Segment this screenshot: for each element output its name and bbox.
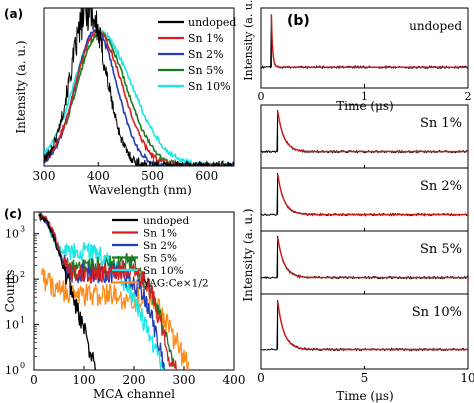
a-legend-label: undoped <box>188 16 236 29</box>
b-subpanel-label: undoped <box>409 19 462 33</box>
b-subpanel-label: Sn 2% <box>420 179 462 194</box>
panel-b-bottom-ylabel: Intensity (a. u.) <box>241 208 255 301</box>
b-top-xtick-label: 1 <box>361 90 368 103</box>
panel-c-plot-area <box>38 212 190 370</box>
c-legend-label: Sn 10% <box>143 265 184 277</box>
a-legend-label: Sn 2% <box>188 48 224 61</box>
a-xtick-label: 500 <box>141 169 164 183</box>
a-legend-label: Sn 1% <box>188 32 224 45</box>
b-bottom-xtick-label: 10 <box>460 371 474 385</box>
panel-c-ylabel: Counts <box>3 270 17 313</box>
c-legend-label: Sn 2% <box>143 240 177 252</box>
panel-a: 300 400 500 600 undoped Sn 1% Sn 2% Sn 5% Sn 10… <box>4 7 236 197</box>
b-decay-fit <box>277 236 468 279</box>
c-ytick-label: 10 <box>5 364 19 377</box>
panel-b-top-xlabel: Time (μs) <box>336 99 393 113</box>
c-legend-label: YAG:Ce×1/2 <box>142 278 209 290</box>
c-legend-label: undoped <box>143 215 190 227</box>
b-decay-fit <box>277 110 468 153</box>
panel-c-xlabel: MCA channel <box>93 387 175 401</box>
c-xtick-label: 0 <box>30 373 38 387</box>
c-xtick-label: 400 <box>223 373 246 387</box>
pulse-height-line-undoped <box>38 212 96 370</box>
c-ytick-label: 10 <box>5 319 19 332</box>
a-legend-label: Sn 10% <box>188 80 231 93</box>
panel-b-bottom-xlabel: Time (μs) <box>336 389 393 403</box>
c-legend-label: Sn 1% <box>143 228 177 240</box>
b-subpanel-label: Sn 1% <box>420 116 462 131</box>
panel-a-ylabel: Intensity (a. u.) <box>14 40 28 133</box>
a-xtick-label: 400 <box>87 169 110 183</box>
a-xtick-label: 600 <box>195 169 218 183</box>
c-xtick-label: 200 <box>123 373 146 387</box>
panel-a-legend: undoped Sn 1% Sn 2% Sn 5% Sn 10% <box>156 12 236 94</box>
b-top-xtick-label: 2 <box>465 90 472 103</box>
b-bottom-xtick-label: 0 <box>257 371 265 385</box>
b-subpanel-frame <box>260 7 469 89</box>
b-subpanel-frame <box>260 293 469 370</box>
b-decay-fit <box>277 173 468 216</box>
c-ytick-exponent: 1 <box>20 316 25 325</box>
b-subpanel-frame <box>260 167 469 232</box>
c-ytick-exponent: 0 <box>20 361 25 370</box>
panel-b-top-ylabel: Intensity (a. u.) <box>242 0 255 81</box>
b-decay-fit <box>270 14 468 68</box>
panel-a-xlabel: Wavelength (nm) <box>88 183 192 197</box>
panel-b-plot-area: undoped 0 1 2Sn 1% Sn 2% Sn 5% Sn 10% 0 5 10 <box>257 7 474 385</box>
panel-c-series-group <box>38 212 190 370</box>
b-subpanel-label: Sn 10% <box>412 305 462 320</box>
b-subpanel-frame <box>260 230 469 295</box>
b-decay-fit <box>277 301 468 351</box>
panel-a-series-group <box>44 8 234 166</box>
panel-a-x-ticks: 300 400 500 600 <box>33 162 218 183</box>
b-top-xtick-label: 0 <box>258 90 265 103</box>
spectrum-line-sn5 <box>44 29 234 166</box>
b-subpanel-label: Sn 5% <box>420 242 462 257</box>
b-bottom-xtick-label: 5 <box>361 371 369 385</box>
c-ytick-exponent: 3 <box>20 225 25 234</box>
panel-c-label: (c) <box>4 207 22 221</box>
c-ytick-label: 10 <box>5 228 19 241</box>
spectrum-line-undoped <box>44 8 234 166</box>
c-ytick-exponent: 2 <box>20 270 25 279</box>
c-ytick-label: 10 <box>5 273 19 286</box>
pulse-height-line-yagce12 <box>40 267 190 370</box>
a-xtick-label: 300 <box>33 169 56 183</box>
pulse-height-line-sn10 <box>38 214 166 370</box>
b-subpanel-frame <box>260 104 469 169</box>
c-xtick-label: 300 <box>173 373 196 387</box>
c-xtick-label: 100 <box>73 373 96 387</box>
panel-a-label: (a) <box>4 7 23 21</box>
panel-c-frame <box>33 211 235 371</box>
c-legend-label: Sn 5% <box>143 253 177 265</box>
a-legend-label: Sn 5% <box>188 64 224 77</box>
panel-b-label: (b) <box>287 13 310 29</box>
panel-a-plot-area <box>44 8 234 166</box>
